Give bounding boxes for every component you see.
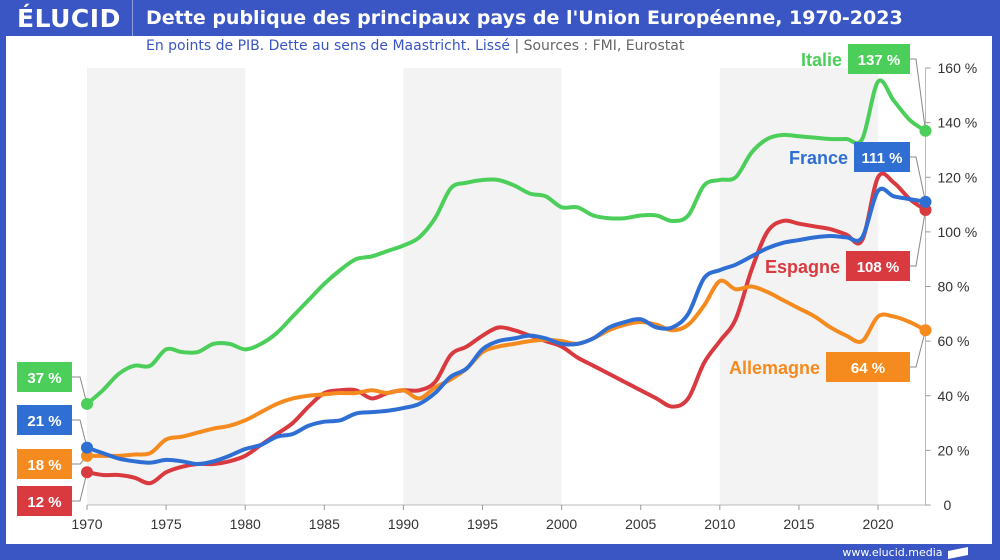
- x-tick-label: 2020: [862, 516, 893, 532]
- series-name-espagne: Espagne: [765, 257, 840, 277]
- y-tick-label: 140 %: [938, 115, 978, 131]
- x-tick-label: 2015: [783, 516, 814, 532]
- start-label-box-italie: [17, 362, 72, 392]
- x-tick-label: 1980: [230, 516, 261, 532]
- start-label-italie: 37 %: [27, 370, 61, 387]
- y-tick-label: 120 %: [938, 169, 978, 185]
- end-label-box-espagne: [846, 251, 910, 281]
- series-line-italie: [85, 78, 928, 406]
- start-connector: [72, 472, 88, 502]
- end-point-france: [919, 195, 932, 208]
- footer-url-text: www.elucid.media: [842, 546, 943, 559]
- series-line-allemagne: [85, 278, 928, 458]
- end-label-espagne: 108 %: [857, 259, 900, 276]
- start-label-box-espagne: [17, 486, 72, 516]
- end-connector: [910, 58, 926, 131]
- end-connector: [910, 156, 926, 202]
- sources-text: Sources : FMI, Eurostat: [523, 38, 685, 54]
- series-name-allemagne: Allemagne: [729, 358, 820, 378]
- y-tick-label: 60 %: [938, 333, 970, 349]
- end-connector: [910, 330, 926, 368]
- end-point-italie: [919, 124, 932, 137]
- start-label-allemagne: 18 %: [27, 457, 61, 474]
- x-tick-label: 2005: [625, 516, 656, 532]
- end-label-box-italie: [848, 44, 910, 74]
- end-label-italie: 137 %: [858, 52, 901, 69]
- series-line-france: [85, 186, 928, 467]
- start-label-box-allemagne: [17, 449, 72, 479]
- y-tick-label: 40 %: [938, 388, 970, 404]
- start-label-box-france: [17, 405, 72, 435]
- end-label-box-france: [854, 142, 910, 172]
- subtitle-text: En points de PIB. Dette au sens de Maast…: [146, 38, 510, 54]
- chart-title: Dette publique des principaux pays de l'…: [146, 7, 903, 29]
- end-label-allemagne: 64 %: [851, 360, 885, 377]
- series-name-france: France: [789, 148, 848, 168]
- y-tick-label: 80 %: [938, 279, 970, 295]
- y-tick-label: 20 %: [938, 442, 970, 458]
- background-band: [87, 68, 246, 505]
- header-divider: [132, 0, 133, 36]
- background-band: [403, 68, 562, 505]
- footer-url[interactable]: www.elucid.media: [842, 546, 970, 559]
- x-tick-label: 1995: [467, 516, 498, 532]
- x-tick-label: 2010: [704, 516, 735, 532]
- end-label-france: 111 %: [862, 150, 903, 167]
- x-tick-label: 1990: [388, 516, 419, 532]
- start-point-italie: [81, 397, 93, 410]
- x-tick-label: 1970: [71, 516, 102, 532]
- end-label-box-allemagne: [826, 352, 910, 382]
- start-point-france: [81, 441, 93, 454]
- series-name-italie: Italie: [801, 50, 842, 70]
- start-point-espagne: [81, 466, 93, 479]
- x-tick-label: 1975: [151, 516, 182, 532]
- series-line-espagne: [85, 171, 928, 486]
- subtitle-separator: |: [514, 38, 520, 54]
- y-tick-label: 160 %: [938, 60, 978, 76]
- elucid-logo: ÉLUCID: [17, 4, 121, 33]
- chart-subtitle: En points de PIB. Dette au sens de Maast…: [146, 38, 684, 54]
- x-tick-label: 2000: [546, 516, 577, 532]
- x-tick-label: 1985: [309, 516, 340, 532]
- start-connector: [72, 419, 88, 448]
- start-label-espagne: 12 %: [27, 494, 61, 511]
- start-connector: [72, 376, 88, 405]
- y-tick-label: 0: [944, 497, 952, 513]
- y-tick-label: 100 %: [938, 224, 978, 240]
- end-point-allemagne: [919, 324, 932, 337]
- start-label-france: 21 %: [27, 413, 61, 430]
- end-connector: [910, 209, 926, 267]
- elucid-flag-icon: [948, 547, 968, 559]
